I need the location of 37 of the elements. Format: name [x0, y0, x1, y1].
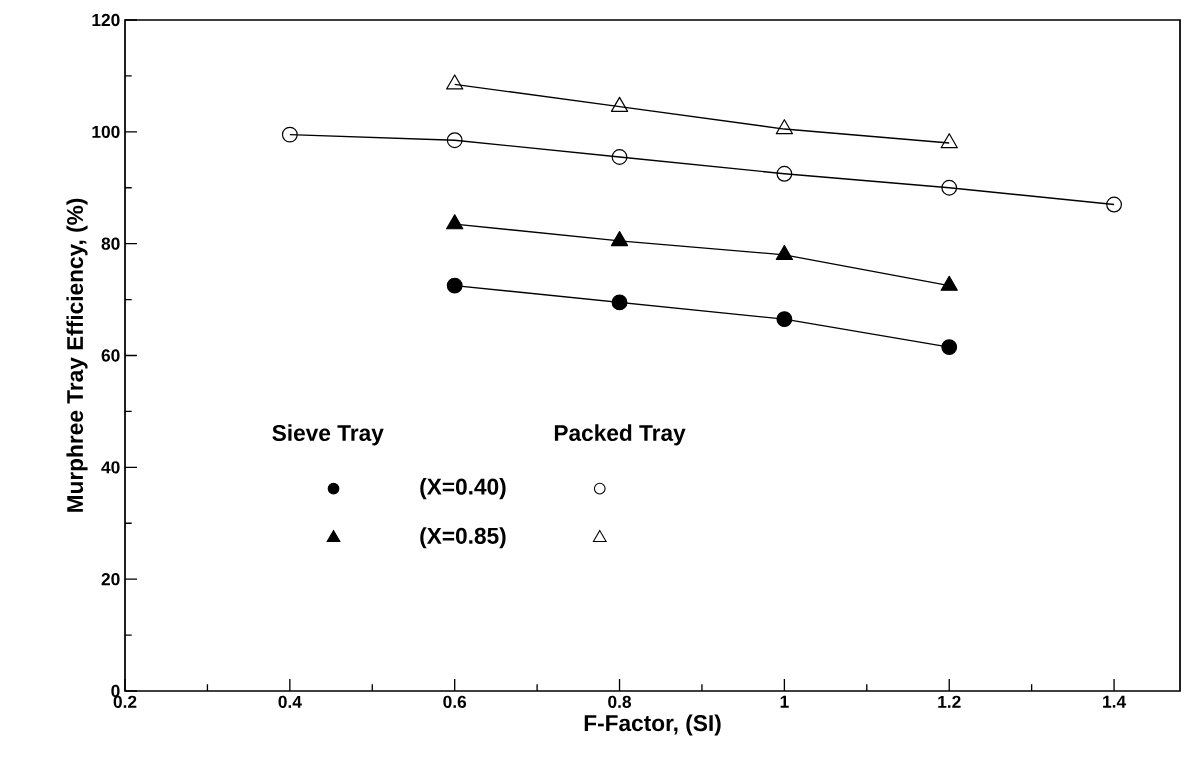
point [941, 179, 958, 196]
y-tick-label: 60 [101, 349, 120, 362]
x-axis-title: F-Factor, (SI) [584, 714, 721, 736]
point [446, 214, 464, 230]
y-tick-label: 120 [92, 13, 120, 27]
point [940, 133, 958, 149]
y-tick-label: 20 [101, 573, 120, 586]
x-tick-label: 0.2 [113, 695, 137, 708]
point [446, 74, 464, 90]
annotation: Packed Tray [554, 424, 686, 446]
y-tick-label: 40 [101, 461, 120, 474]
x-tick-label: 0.6 [443, 695, 467, 708]
point [775, 244, 794, 261]
x-tick-label: 0.8 [608, 695, 632, 708]
x-tick-label: 1.4 [1103, 695, 1127, 708]
point [281, 126, 298, 143]
x-tick-label: 1 [780, 695, 789, 708]
point [446, 132, 463, 149]
y-tick-label: 0 [111, 684, 120, 698]
annotation: (X=0.85) [420, 527, 506, 549]
point [446, 277, 463, 294]
x-tick-label: 0.4 [278, 695, 302, 708]
y-tick-label: 100 [92, 125, 120, 138]
x-tick-label: 1.2 [938, 695, 961, 708]
annotation: Sieve Tray [272, 424, 384, 446]
point [610, 230, 629, 247]
point [775, 119, 794, 135]
point [776, 165, 793, 182]
point [776, 311, 793, 328]
point [611, 294, 628, 311]
y-tick-label: 80 [101, 237, 120, 250]
point [611, 149, 628, 165]
annotation: (X=0.40) [420, 478, 506, 500]
point [610, 96, 629, 112]
y-axis-title: Murphree Tray Efficiency, (%) [66, 198, 88, 512]
point [941, 339, 958, 356]
point [1106, 196, 1123, 213]
